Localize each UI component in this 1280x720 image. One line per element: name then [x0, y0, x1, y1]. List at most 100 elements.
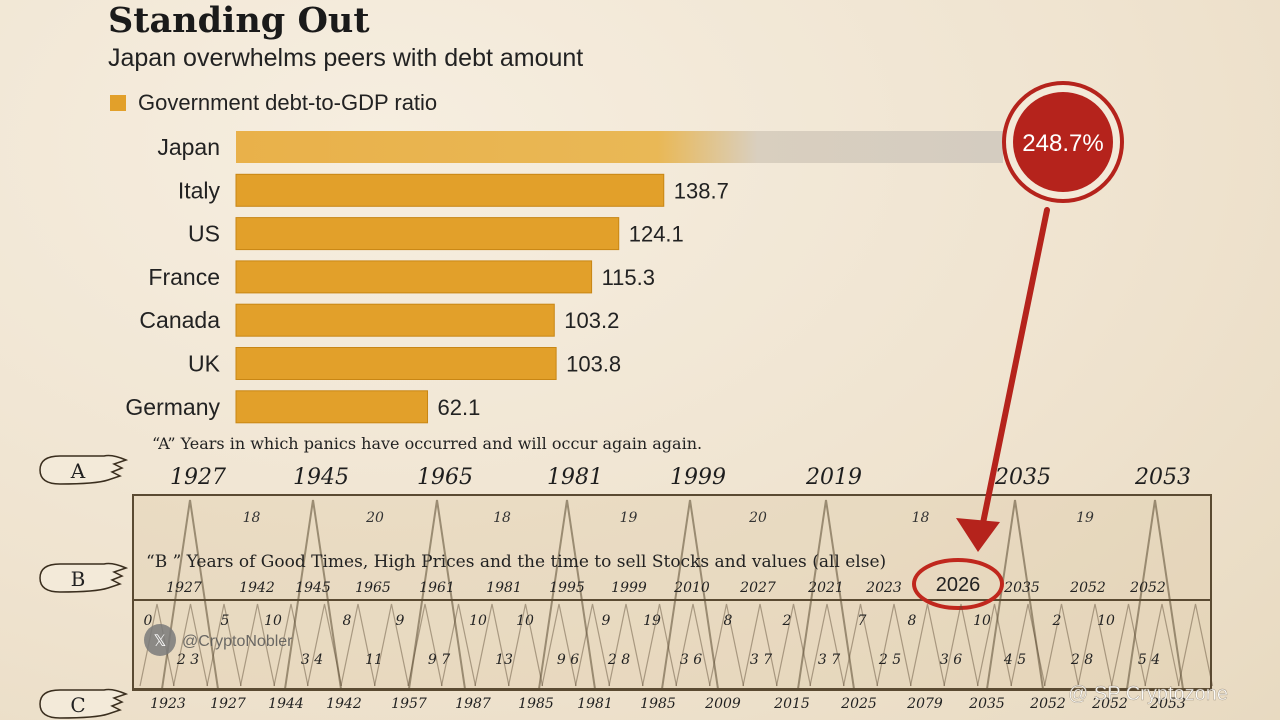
bottom-number: 3 7 — [818, 652, 840, 668]
cycle-wave — [306, 603, 343, 687]
cycle-wave — [976, 603, 1013, 687]
cycle-wave — [608, 603, 644, 687]
panic-year: 2053 — [1134, 465, 1191, 490]
cycle-wave — [1177, 603, 1214, 687]
highlight-arrow — [956, 207, 1050, 552]
cycle-wave — [1077, 603, 1113, 687]
panic-year: 1999 — [670, 465, 726, 490]
bottom-number: 3 7 — [750, 652, 772, 668]
bottom-number: 3 6 — [680, 652, 702, 668]
watermark-left-text: @CryptoNobler — [182, 633, 293, 650]
value-label-uk: 103.8 — [566, 352, 621, 377]
panic-peak — [797, 499, 855, 690]
x-logo-icon — [144, 624, 176, 656]
c-year: 2052 — [1029, 696, 1066, 712]
category-label-france: France — [148, 264, 220, 290]
cycle-wave — [340, 603, 376, 687]
panic-interval: 18 — [243, 510, 261, 526]
row-b-caption: “B ” Years of Good Times, High Prices an… — [146, 552, 886, 572]
lower-number: 9 — [396, 613, 405, 629]
cycle-wave — [675, 603, 711, 687]
lower-number: 19 — [643, 613, 661, 629]
lower-number: 10 — [516, 613, 534, 629]
b-year: 1965 — [355, 580, 391, 596]
hand-label-c: C — [70, 693, 85, 717]
chart-title: Standing Out — [108, 0, 370, 41]
lower-number: 9 — [602, 613, 611, 629]
value-label-italy: 138.7 — [674, 178, 729, 203]
legend-label: Government debt-to-GDP ratio — [138, 90, 438, 115]
value-label-japan: 248.7% — [1022, 130, 1103, 157]
bar-japan — [236, 131, 1003, 163]
cycle-wave — [943, 603, 979, 687]
b-year: 1945 — [295, 580, 331, 596]
cycle-wave — [641, 603, 678, 687]
bottom-number: 2 3 — [176, 652, 199, 668]
watermark-left: 𝕏 @CryptoNobler — [144, 624, 293, 656]
bar-france — [235, 260, 593, 294]
cycle-wave — [273, 603, 309, 687]
cycle-wave — [1144, 603, 1180, 687]
panic-interval: 19 — [1076, 510, 1094, 526]
cycle-frame — [132, 494, 1212, 691]
lower-number: 0 — [144, 613, 153, 629]
cycle-wave — [876, 603, 912, 687]
value-label-us: 124.1 — [629, 222, 684, 247]
cycle-wave — [809, 603, 845, 687]
watermark-right: @ SP Cryptozone — [1068, 683, 1228, 705]
bottom-number: 4 5 — [1003, 652, 1026, 668]
category-label-canada: Canada — [139, 307, 220, 333]
cycle-wave — [842, 603, 879, 687]
panic-year: 1981 — [547, 465, 603, 490]
b-year: 1999 — [611, 580, 647, 596]
hand-pointer-c: C — [39, 688, 129, 719]
panic-interval: 18 — [912, 510, 930, 526]
bottom-number: 5 4 — [1138, 652, 1160, 668]
lower-number: 2 — [1052, 613, 1062, 629]
bottom-number: 2 8 — [1070, 652, 1093, 668]
b-year: 1927 — [166, 580, 202, 596]
panic-peak — [986, 499, 1044, 690]
bottom-number: 2 8 — [607, 652, 630, 668]
c-year: 1957 — [391, 696, 427, 712]
bar-uk — [235, 347, 557, 380]
cycle-wave — [139, 603, 175, 687]
highlight-badge — [1013, 92, 1113, 192]
b-year: 1995 — [549, 580, 585, 596]
cycle-wave — [507, 603, 544, 687]
bottom-number: 13 — [495, 652, 513, 668]
cycle-wave — [1110, 603, 1147, 687]
bar-italy — [235, 173, 665, 207]
bottom-number: 9 7 — [428, 652, 450, 668]
c-year: 2009 — [704, 696, 741, 712]
panic-year: 1945 — [293, 465, 349, 490]
b-year: 2021 — [807, 580, 844, 596]
svg-text:𝕏: 𝕏 — [154, 633, 167, 650]
lower-number: 2 — [782, 613, 792, 629]
category-label-us: US — [188, 221, 220, 247]
cycle-wave — [775, 603, 812, 687]
cycle-wave — [474, 603, 510, 687]
category-label-uk: UK — [188, 351, 221, 377]
lower-number: 10 — [264, 613, 282, 629]
legend-swatch — [110, 95, 126, 111]
value-label-canada: 103.2 — [564, 308, 619, 333]
c-year: 1985 — [640, 696, 676, 712]
category-label-japan: Japan — [157, 134, 220, 160]
panic-peak — [661, 499, 719, 690]
cycle-wave — [574, 603, 611, 687]
c-year: 2053 — [1149, 696, 1186, 712]
panic-peak — [284, 499, 342, 690]
c-year: 1981 — [577, 696, 613, 712]
panic-interval: 20 — [748, 510, 767, 526]
b-year: 2010 — [673, 580, 710, 596]
lower-number: 8 — [343, 613, 352, 629]
highlight-year: 2026 — [936, 574, 981, 596]
bottom-number: 3 4 — [301, 652, 323, 668]
bottom-number: 2 5 — [878, 652, 901, 668]
panic-peak — [538, 499, 596, 690]
value-label-germany: 62.1 — [438, 395, 481, 420]
lower-number: 10 — [1097, 613, 1115, 629]
b-year: 2023 — [865, 580, 902, 596]
